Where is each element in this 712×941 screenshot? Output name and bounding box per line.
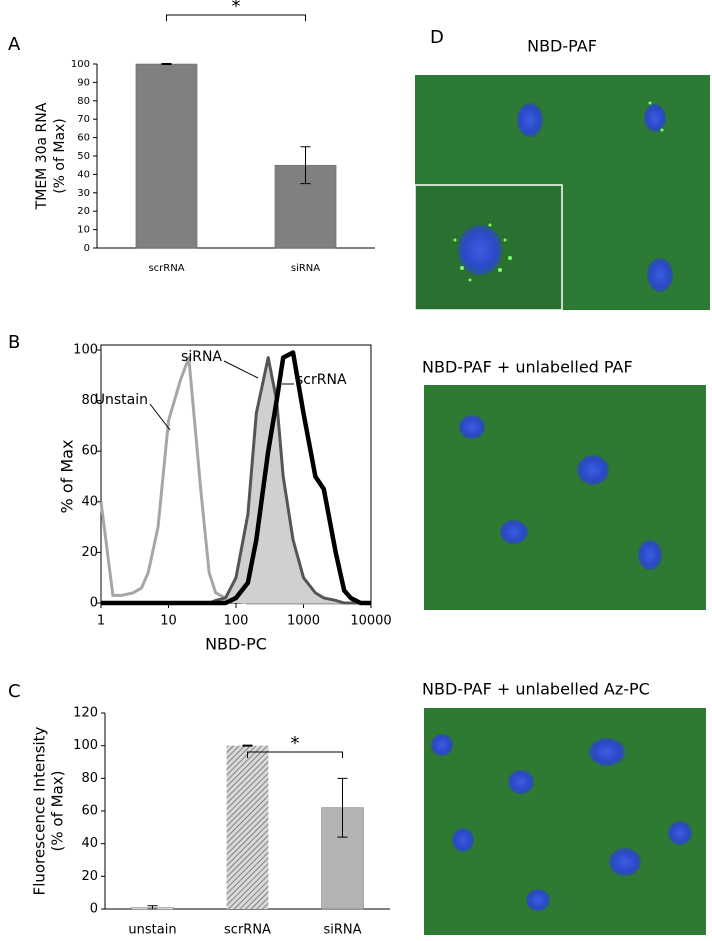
y-tick-label: 70 xyxy=(77,114,90,125)
panel-label: A xyxy=(8,34,21,55)
image-title: NBD-PAF + unlabelled Az-PC xyxy=(422,680,650,699)
y-tick-label: 80 xyxy=(81,771,98,786)
y-tick-label: 60 xyxy=(81,444,98,459)
error-bar xyxy=(300,146,311,185)
x-tick-label: 10 xyxy=(160,614,177,629)
y-tick-label: 40 xyxy=(81,494,98,509)
y-tick-label: 0 xyxy=(90,902,98,917)
y-axis-label: (% of Max) xyxy=(49,771,67,852)
y-tick-label: 50 xyxy=(77,151,90,162)
x-tick-label: scrRNA xyxy=(148,263,184,274)
y-tick-label: 20 xyxy=(81,545,98,560)
y-tick-label: 20 xyxy=(77,206,90,217)
x-tick-label: siRNA xyxy=(291,263,320,274)
bar xyxy=(135,63,198,249)
panel-label: D xyxy=(430,27,444,48)
micrograph xyxy=(424,708,706,935)
micrograph xyxy=(414,75,710,311)
y-tick-label: 100 xyxy=(73,738,98,753)
y-tick-label: 20 xyxy=(81,869,98,884)
significance-bracket xyxy=(166,14,306,21)
significance-label: * xyxy=(232,0,241,17)
y-tick-label: 80 xyxy=(81,393,98,408)
x-tick-label: siRNA xyxy=(323,923,361,938)
bar xyxy=(226,745,269,909)
x-tick-label: 10000 xyxy=(350,614,391,629)
x-tick-label: unstain xyxy=(128,923,176,938)
series-label: Unstain xyxy=(95,392,148,408)
y-tick-label: 120 xyxy=(73,706,98,721)
y-axis-label: Fluorescence Intensity xyxy=(31,726,49,895)
y-axis-label: (% of Max) xyxy=(52,118,68,194)
image-title: NBD-PAF + unlabelled PAF xyxy=(422,358,633,377)
leader-line xyxy=(149,403,171,431)
x-tick-label: 100 xyxy=(224,614,249,629)
y-tick-label: 40 xyxy=(81,836,98,851)
y-tick-label: 100 xyxy=(71,59,90,70)
y-axis-label: % of Max xyxy=(58,440,77,514)
panel-label: C xyxy=(8,681,21,702)
leader-line xyxy=(223,360,259,379)
error-bar xyxy=(147,905,158,910)
y-tick-label: 90 xyxy=(77,77,90,88)
error-bar xyxy=(242,744,253,747)
error-bar xyxy=(337,777,348,838)
y-tick-label: 0 xyxy=(84,243,90,254)
x-tick-label: 1 xyxy=(97,614,105,629)
y-tick-label: 10 xyxy=(77,225,90,236)
y-tick-label: 60 xyxy=(77,133,90,144)
panel-label: B xyxy=(8,332,20,353)
error-bar xyxy=(161,62,172,66)
y-axis-label: TMEM 30a RNA xyxy=(34,102,50,210)
histogram-line xyxy=(101,350,371,606)
x-axis-label: NBD-PC xyxy=(205,635,267,654)
y-tick-label: 40 xyxy=(77,169,90,180)
image-title: NBD-PAF xyxy=(527,37,597,56)
significance-label: * xyxy=(291,733,300,754)
y-tick-label: 80 xyxy=(77,96,90,107)
micrograph xyxy=(424,385,706,610)
y-tick-label: 0 xyxy=(90,596,98,611)
y-tick-label: 30 xyxy=(77,188,90,199)
series-label: siRNA xyxy=(181,349,222,365)
y-tick-label: 60 xyxy=(81,804,98,819)
x-tick-label: 1000 xyxy=(287,614,320,629)
y-tick-label: 100 xyxy=(73,343,98,358)
series-label: scrRNA xyxy=(296,372,347,388)
x-tick-label: scrRNA xyxy=(224,923,271,938)
significance-bracket xyxy=(247,751,343,758)
